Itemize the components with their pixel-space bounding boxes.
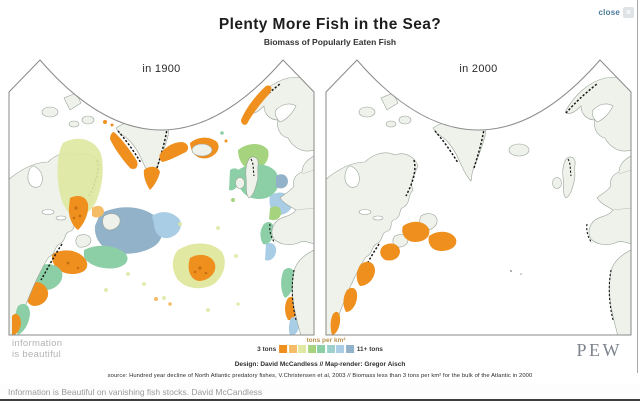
legend-max-label: 11+ tons	[356, 345, 383, 353]
legend-swatch	[307, 345, 316, 353]
legend-swatches	[279, 345, 354, 353]
legend-min-label: 3 tons	[257, 345, 277, 353]
information-is-beautiful-logo: information is beautiful	[12, 338, 62, 360]
legend-swatch	[279, 345, 288, 353]
credits-line: Design: David McCandless // Map-render: …	[234, 361, 406, 368]
legend-title: tons per km²	[306, 337, 346, 344]
close-button[interactable]: close ×	[599, 7, 634, 18]
map-2000	[325, 59, 632, 336]
legend-swatch	[298, 345, 307, 353]
close-icon[interactable]: ×	[623, 7, 634, 18]
status-bar: Information is Beautiful on vanishing fi…	[0, 384, 640, 399]
legend: tons per km² 3 tons 11+ tons	[257, 337, 383, 353]
source-line: source: Hundred year decline of North At…	[107, 373, 533, 379]
close-label[interactable]: close	[598, 8, 620, 17]
map-label-1900: in 1900	[142, 63, 181, 75]
legend-swatch	[326, 345, 335, 353]
map-panel-2000: in 2000	[325, 58, 632, 337]
legend-swatch	[336, 345, 345, 353]
legend-swatch	[288, 345, 297, 353]
map-panel-1900: in 1900	[8, 58, 315, 337]
logo-line-1: information	[12, 338, 63, 349]
map-1900	[8, 59, 315, 336]
legend-swatch	[317, 345, 326, 353]
pew-logo: PEW	[576, 340, 622, 360]
logo-line-2: is beautiful	[12, 349, 62, 361]
bottom-divider	[0, 399, 640, 401]
legend-swatch	[345, 345, 354, 353]
map-label-2000: in 2000	[459, 63, 498, 75]
page-subtitle: Biomass of Popularly Eaten Fish	[263, 37, 397, 47]
page-title: Plenty More Fish in the Sea?	[218, 16, 442, 33]
right-border	[637, 0, 638, 373]
status-bar-text: Information is Beautiful on vanishing fi…	[8, 387, 263, 397]
